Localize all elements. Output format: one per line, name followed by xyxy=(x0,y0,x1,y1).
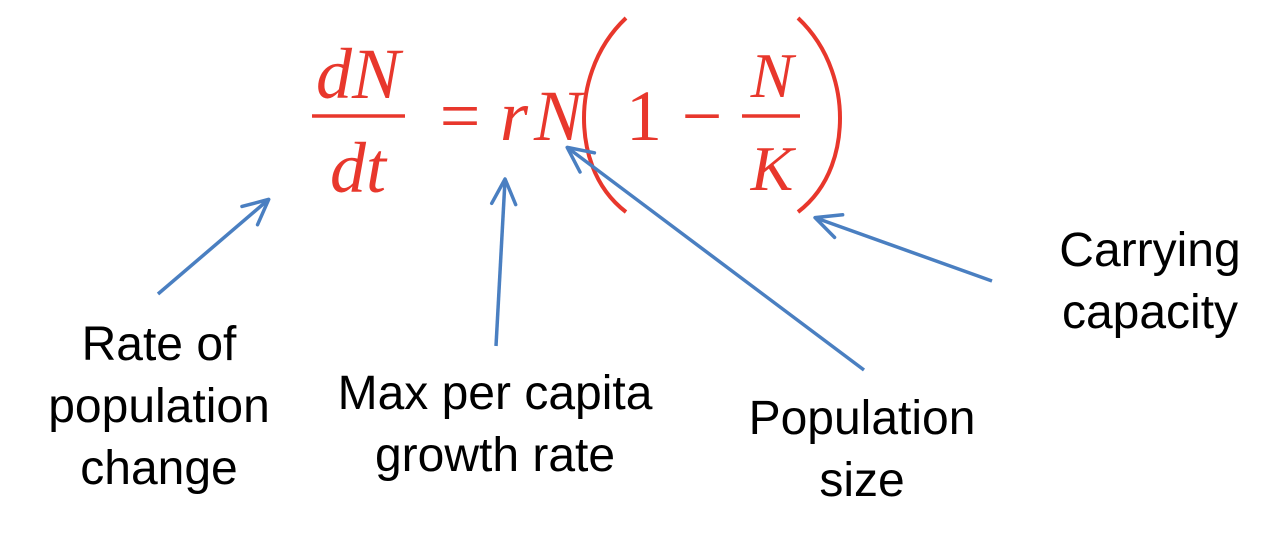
size-label-line-1: Population xyxy=(748,392,976,445)
population-size-label: Population size xyxy=(712,388,1012,512)
fraction-numerator: N xyxy=(750,40,797,111)
size-label-line-2: size xyxy=(819,454,905,507)
growth-label-line-1: Max per capita xyxy=(337,367,653,420)
growth-rate-label: Max per capita growth rate xyxy=(300,363,690,487)
rate-of-change-label: Rate of population change xyxy=(14,314,304,500)
capacity-label-line-1: Carrying xyxy=(1059,224,1241,277)
lhs-denominator: dt xyxy=(330,128,388,208)
fraction-denominator: K xyxy=(750,133,797,204)
growth-rate-arrow xyxy=(489,177,518,347)
carrying-capacity-label: Carrying capacity xyxy=(1020,220,1280,344)
right-parenthesis xyxy=(796,16,843,214)
rate-label-line-2: population xyxy=(48,380,270,433)
population-symbol: N xyxy=(533,76,586,156)
minus-sign: − xyxy=(682,76,723,156)
annotation-arrows xyxy=(156,145,993,372)
capacity-arrow xyxy=(813,213,993,283)
growth-rate-symbol: r xyxy=(500,76,529,156)
rate-arrow xyxy=(156,197,271,296)
growth-label-line-2: growth rate xyxy=(374,429,616,482)
rate-label-line-1: Rate of xyxy=(81,318,237,371)
population-size-arrow xyxy=(565,145,866,372)
left-parenthesis xyxy=(581,16,628,214)
one-digit: 1 xyxy=(626,76,662,156)
logistic-equation: dN dt = r N 1 − N K xyxy=(312,16,843,214)
rate-label-line-3: change xyxy=(80,442,238,495)
equals-sign: = xyxy=(440,76,481,156)
lhs-numerator: dN xyxy=(316,34,404,114)
capacity-label-line-2: capacity xyxy=(1061,286,1239,339)
